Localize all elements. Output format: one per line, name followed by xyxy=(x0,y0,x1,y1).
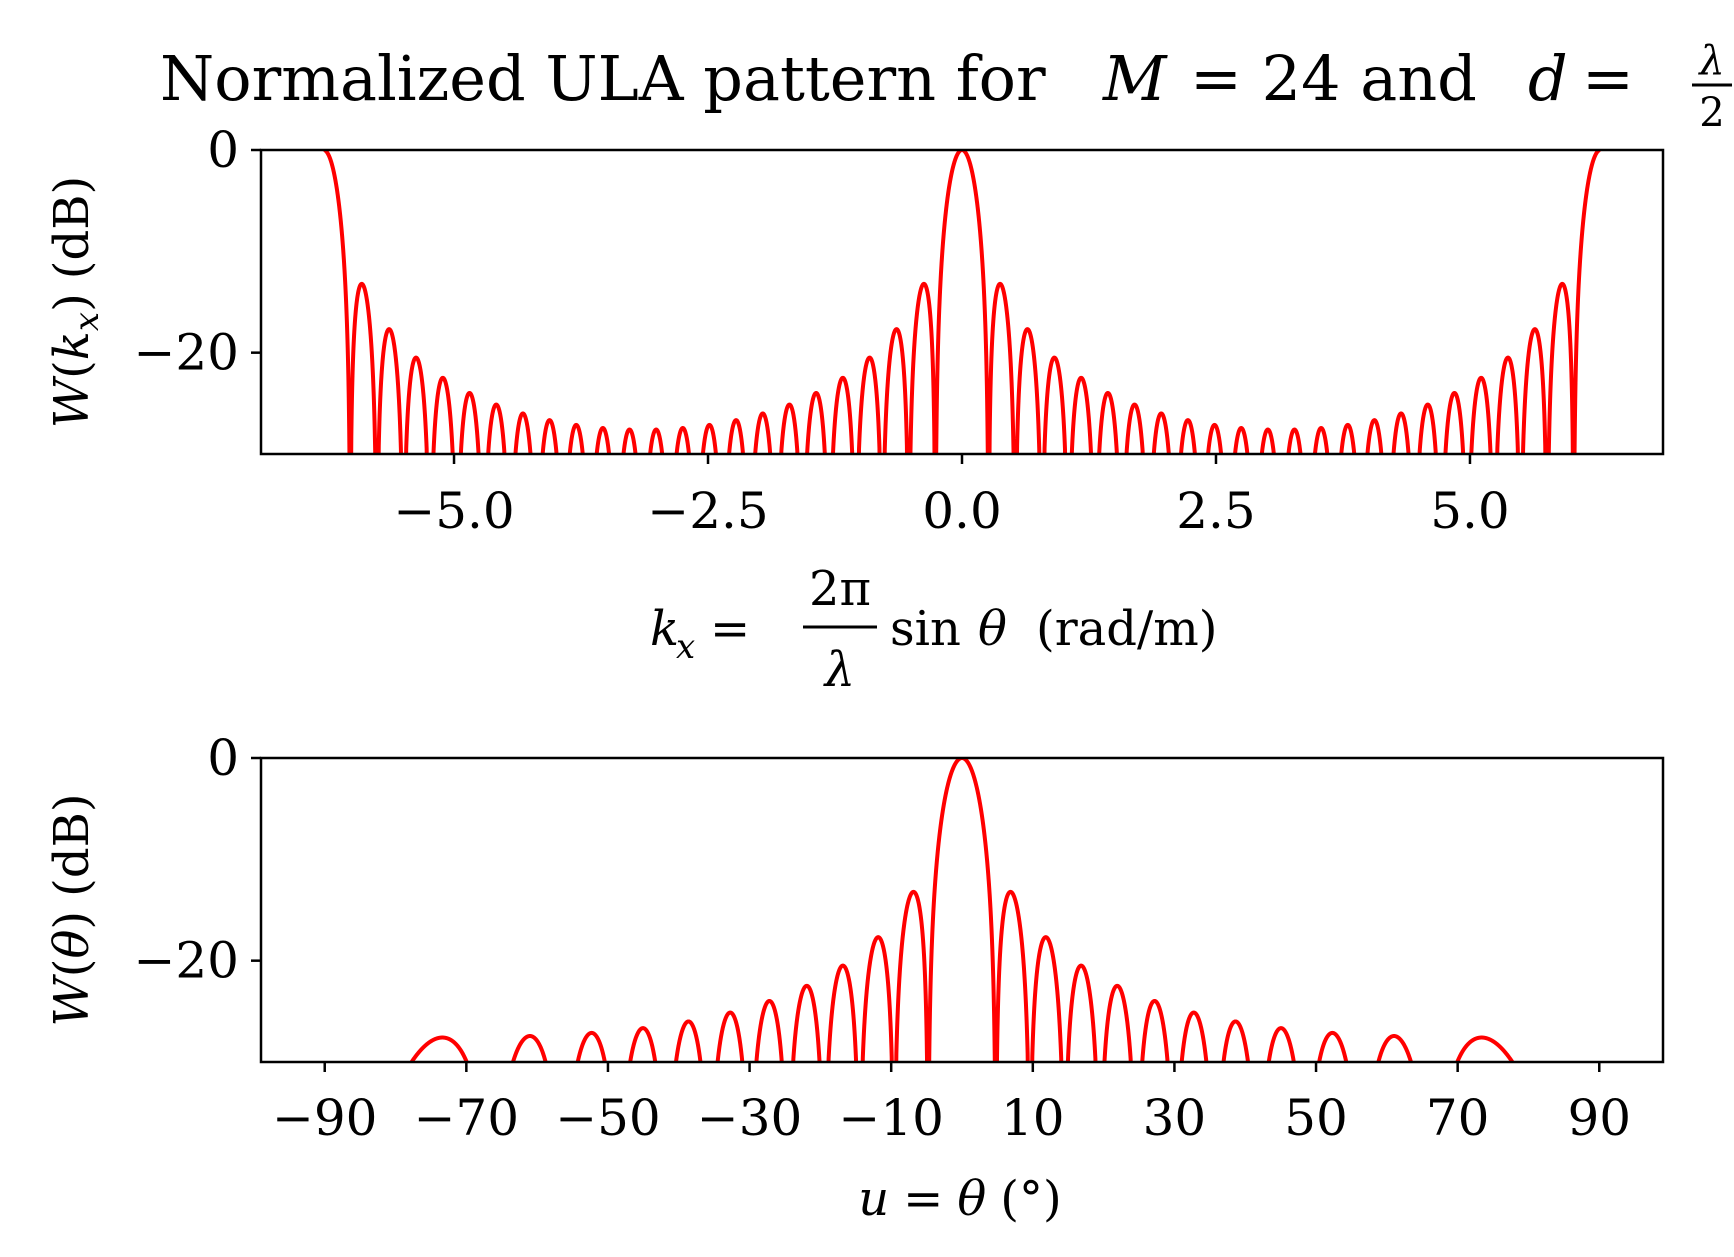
top-xlabel-eq: = xyxy=(710,601,750,657)
top-xlabel-frac-den: λ xyxy=(823,642,855,698)
x-tick-label: 70 xyxy=(1426,1089,1490,1147)
x-tick-label: 10 xyxy=(1001,1089,1065,1147)
x-tick-label: −30 xyxy=(697,1089,803,1147)
x-tick-label: −5.0 xyxy=(393,482,514,540)
y-tick-label: 0 xyxy=(207,729,239,787)
x-tick-label: −10 xyxy=(838,1089,944,1147)
top-axes-frame xyxy=(259,148,1665,456)
bottom-y-ticks: 0 −20 xyxy=(133,729,261,990)
x-tick-label: −50 xyxy=(555,1089,661,1147)
y-tick-label: 0 xyxy=(207,121,239,179)
x-tick-label: 30 xyxy=(1143,1089,1207,1147)
top-xlabel-sin: sin xyxy=(890,601,961,657)
top-xlabel-k: k xyxy=(650,601,679,657)
x-tick-label: −70 xyxy=(414,1089,520,1147)
title-fraction-denominator: 2 xyxy=(1699,90,1724,136)
bottom-pattern-line xyxy=(409,758,1515,1062)
chart-title: Normalized ULA pattern for M = 24 and d … xyxy=(160,42,1634,115)
top-xlabel-sub: x xyxy=(676,627,695,667)
top-x-axis-label: k x = 2π λ sin θ (rad/m) xyxy=(650,561,1217,698)
x-tick-label: 90 xyxy=(1567,1089,1631,1147)
bottom-y-axis-label: W(θ)(dB) xyxy=(44,793,100,1026)
y-tick-label: −20 xyxy=(133,932,239,990)
top-xlabel-unit: (rad/m) xyxy=(1036,601,1217,657)
bottom-axes-frame xyxy=(259,756,1665,1064)
top-panel: −5.0 −2.5 0.0 2.5 5.0 0 −20 k x = 2π λ sin θ … xyxy=(44,121,1665,698)
top-y-ticks: 0 −20 xyxy=(133,121,261,382)
x-tick-label: 2.5 xyxy=(1176,482,1256,540)
bottom-panel: −90 −70 −50 −30 −10 10 30 50 70 90 0 −20 u = θ (°) W(… xyxy=(44,729,1665,1227)
title-fraction-numerator: λ xyxy=(1697,38,1724,84)
bottom-x-ticks: −90 −70 −50 −30 −10 10 30 50 70 90 xyxy=(272,1062,1631,1147)
top-xlabel-frac-num: 2π xyxy=(809,561,871,617)
x-tick-label: 0.0 xyxy=(922,482,1002,540)
top-x-ticks: −5.0 −2.5 0.0 2.5 5.0 xyxy=(393,454,1510,540)
x-tick-label: 50 xyxy=(1284,1089,1348,1147)
x-tick-label: −2.5 xyxy=(647,482,768,540)
x-tick-label: −90 xyxy=(272,1089,378,1147)
top-y-axis-label: W(kx)(dB) xyxy=(44,176,107,429)
x-tick-label: 5.0 xyxy=(1430,482,1510,540)
top-xlabel-theta: θ xyxy=(978,601,1007,657)
y-tick-label: −20 xyxy=(133,324,239,382)
bottom-x-axis-label: u = θ (°) xyxy=(858,1171,1062,1227)
